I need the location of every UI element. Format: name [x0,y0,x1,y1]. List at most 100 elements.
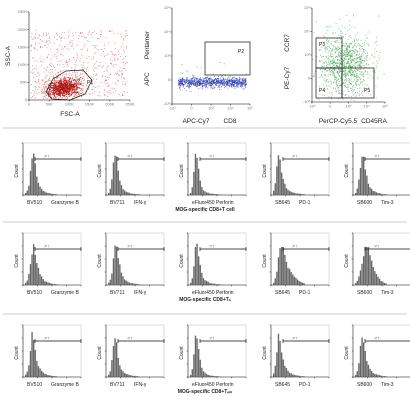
fsc-ssc-event [74,67,76,69]
fsc-ssc-event [79,79,81,80]
cd45ra-ccr7-event [330,80,332,82]
histogram-marker-label: PD-1 [299,382,311,388]
histogram-ylabel: Count [97,254,103,268]
apc-cd8-event [219,82,220,84]
apc-cd8-event [205,77,207,79]
gate-p7 [199,157,247,161]
cd45ra-ccr7-event [362,74,364,76]
cd45ra-ccr7-event [336,86,338,87]
cd45ra-ccr7-event [341,51,342,53]
apc-cd8-event [226,79,228,81]
cd45ra-ccr7-event [329,64,331,66]
apc-cd8-event [192,83,194,85]
cd45ra-ccr7-event [326,84,328,86]
cd45ra-ccr7-event [333,79,335,81]
fsc-ssc-event [61,81,63,83]
fsc-ssc-event [56,93,58,95]
fsc-ssc-event [68,90,70,92]
histogram-row-title: MOG-specific CD8+Tₙ [179,297,231,303]
cd45ra-ccr7-event [342,44,344,46]
cd45ra-ccr7-event [332,73,334,75]
apc-cd8-event [196,82,198,84]
cd45ra-ccr7-event [324,69,325,71]
cd45ra-ccr7-event [359,44,361,46]
fsc-ssc-event [105,37,107,39]
cd45ra-ccr7-event [360,81,362,83]
fsc-ssc-event [63,89,65,91]
fsc-ssc-event [59,87,61,89]
fsc-ssc-event [86,91,88,93]
fsc-ssc-event [99,95,101,97]
cd45ra-ccr7-event [351,26,353,28]
cd45ra-ccr7-event [341,25,343,27]
apc-cd8-event [212,88,214,90]
cd45ra-ccr7-event [329,74,331,75]
cd45ra-ccr7-event [331,98,332,100]
apc-cd8-event [238,81,240,82]
apc-cd8-event [204,82,206,84]
apc-cd8-event [193,77,195,79]
fsc-ssc-event [69,86,70,88]
cd45ra-ccr7-event [335,51,336,53]
fsc-ssc-event [71,45,73,46]
fsc-ssc-event [63,32,65,34]
cd45ra-ccr7-event [346,63,348,65]
fsc-ssc-event [42,41,44,43]
histogram-bar [362,156,365,195]
histogram-bar [285,368,288,377]
fsc-ssc-event [60,87,61,89]
fsc-ssc-event [53,93,54,94]
cd45ra-ccr7-event [376,40,377,42]
fsc-ssc-event [62,85,63,87]
apc-cd8-event [194,77,196,79]
cd45ra-ccr7-event [346,65,348,67]
apc-cd8-event [182,77,184,79]
cd45ra-ccr7-event [326,70,328,72]
cd45ra-ccr7-event [361,63,363,64]
histogram-bar [36,176,38,195]
cd45ra-ccr7-event [345,47,347,49]
apc-cd8-event [224,84,225,86]
fsc-ssc-event [80,77,81,79]
cd45ra-ccr7-event [357,76,358,78]
cd45ra-ccr7-event [363,76,364,78]
fsc-ssc-event [63,95,65,96]
apc-cd8-event [191,79,192,81]
fsc-ssc-event [88,92,90,94]
cd45ra-ccr7-event [348,95,350,97]
fsc-ssc-event [58,84,60,86]
fsc-ssc-event [94,30,96,32]
cd45ra-ccr7-event [356,80,358,81]
fsc-ssc-event [84,43,86,45]
apc-cd8-event [221,82,222,83]
cd45ra-ccr7-event [336,82,338,84]
fsc-ssc-event [66,83,68,85]
apc-cd8-event [227,82,229,84]
cd45ra-ccr7-event [335,79,337,80]
apc-cd8-event [180,83,182,85]
fsc-ssc-event [49,93,51,95]
cd45ra-ccr7-event [354,68,356,69]
cd45ra-ccr7-event [314,71,316,72]
apc-cd8-event [199,82,200,84]
fsc-ssc-event [62,85,64,87]
fsc-ssc-event [57,82,59,84]
cd45ra-ccr7-event [347,74,349,75]
fsc-ssc-event [38,86,40,88]
fsc-ssc-event [71,92,73,94]
histogram-bar [375,192,378,195]
cd45ra-ccr7-event [340,35,341,37]
histogram-ylabel: Count [344,254,350,268]
fsc-ssc-event [58,88,60,90]
cd45ra-ccr7-event [359,56,360,58]
cd45ra-ccr7-event [361,57,362,59]
cd45ra-ccr7-event [355,50,357,52]
fsc-ssc-event [121,59,123,60]
fsc-ssc-event [75,74,77,76]
fsc-ssc-event [60,91,62,93]
cd45ra-ccr7-event [337,89,339,91]
fsc-ssc-event [93,79,95,80]
cd45ra-ccr7-event [337,74,339,76]
